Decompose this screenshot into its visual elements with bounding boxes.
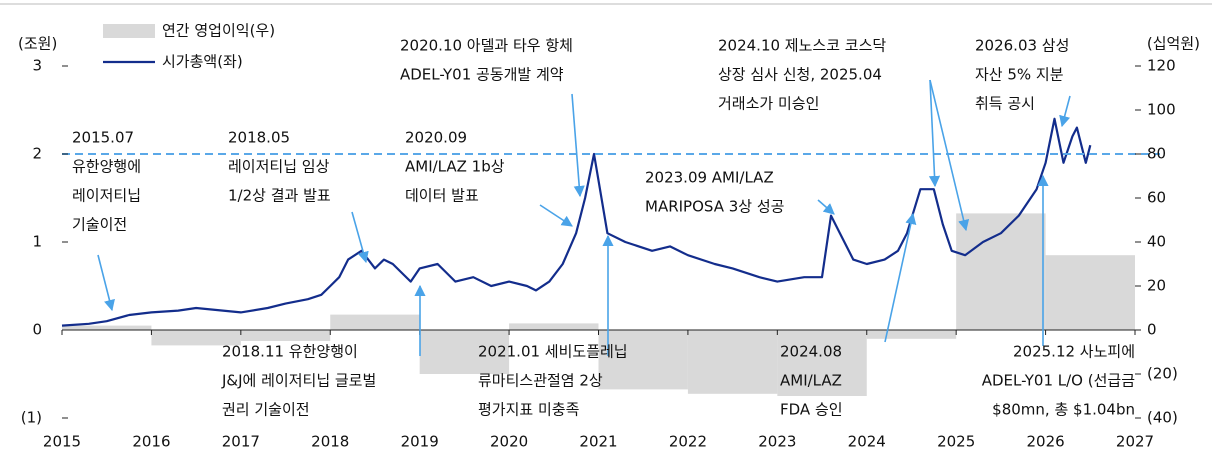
x-tick-label: 2023 <box>758 433 796 451</box>
x-tick-label: 2021 <box>579 433 617 451</box>
bar <box>419 330 510 374</box>
x-tick-label: 2017 <box>222 433 260 451</box>
annotation-text: 1/2상 결과 발표 <box>228 187 331 205</box>
x-tick-label: 2022 <box>669 433 707 451</box>
y2-tick-label: 100 <box>1147 101 1176 119</box>
annotation-text: J&J에 레이저티닙 글로벌 <box>221 372 376 390</box>
legend-label: 연간 영업이익(우) <box>162 22 275 40</box>
bar <box>687 330 778 394</box>
annotation-text: 류마티스관절염 2상 <box>478 372 603 390</box>
annotation-text: AMI/LAZ <box>780 372 842 390</box>
bar <box>509 323 599 330</box>
annotation-text: ADEL-Y01 공동개발 계약 <box>400 66 564 84</box>
annotation-text: 2020.10 아델과 타우 항체 <box>400 37 573 55</box>
annotation-text: 거래소가 미승인 <box>718 95 819 113</box>
annotation-text: 2021.01 세비도플레닙 <box>478 343 628 361</box>
x-tick-label: 2027 <box>1116 433 1154 451</box>
y2-tick-label: (20) <box>1147 365 1178 383</box>
x-tick-label: 2016 <box>132 433 170 451</box>
x-tick-label: 2020 <box>490 433 528 451</box>
y2-tick-label: 60 <box>1147 189 1166 207</box>
line <box>61 117 1092 327</box>
bar <box>1045 255 1135 330</box>
bar <box>151 330 241 346</box>
y-tick-label: 0 <box>32 321 42 339</box>
annotation-text: 데이터 발표 <box>405 187 479 205</box>
legend-label: 시가총액(좌) <box>162 53 243 71</box>
annotation-text: MARIPOSA 3상 성공 <box>645 198 784 216</box>
y2-tick-label: 0 <box>1147 321 1157 339</box>
x-tick-label: 2024 <box>848 433 886 451</box>
annotation-text: 레이저티닙 <box>72 187 141 205</box>
annotation-text: 2015.07 <box>72 129 134 147</box>
annotation-text: AMI/LAZ 1b상 <box>405 158 505 176</box>
legend-swatch <box>103 24 155 38</box>
y-tick-label: 3 <box>32 57 42 75</box>
annotation-text: 권리 기술이전 <box>222 401 310 419</box>
annotation-text: 평가지표 미충족 <box>478 401 580 419</box>
annotation-arrow <box>539 204 573 227</box>
bar <box>330 314 420 330</box>
annotation-arrow <box>571 93 585 198</box>
bar <box>598 330 688 390</box>
bar <box>62 325 152 330</box>
annotation-arrow <box>351 211 369 264</box>
y2-tick-label: 40 <box>1147 233 1166 251</box>
x-tick-label: 2018 <box>311 433 349 451</box>
x-tick-label: 2019 <box>401 433 439 451</box>
annotation-text: 자산 5% 지분 <box>975 66 1064 84</box>
annotation-text: 2025.12 사노피에 <box>1013 343 1135 361</box>
annotation-text: 2023.09 AMI/LAZ <box>645 169 774 187</box>
annotation-text: 유한양행에 <box>72 158 141 176</box>
y-tick-label: (1) <box>21 409 42 427</box>
bar <box>777 330 867 396</box>
bar <box>956 213 1046 330</box>
x-tick-label: 2025 <box>937 433 975 451</box>
annotation-text: 기술이전 <box>72 216 127 234</box>
y2-tick-label: 20 <box>1147 277 1166 295</box>
y-tick-label: 2 <box>32 145 42 163</box>
annotation-arrow <box>884 212 917 343</box>
annotation-arrow <box>929 79 970 232</box>
annotation-text: 2024.08 <box>780 343 842 361</box>
y2-unit: (십억원) <box>1147 35 1200 53</box>
annotation-text: 2026.03 삼성 <box>975 37 1069 55</box>
bar <box>866 330 957 339</box>
annotation-arrow <box>97 254 115 312</box>
bar <box>240 330 331 341</box>
annotation-arrow <box>928 79 941 188</box>
y2-tick-label: 80 <box>1147 145 1166 163</box>
x-tick-label: 2026 <box>1026 433 1064 451</box>
y-tick-label: 1 <box>32 233 42 251</box>
y-unit: (조원) <box>18 35 57 53</box>
annotation-arrow <box>1059 95 1071 128</box>
annotation-text: FDA 승인 <box>780 401 843 419</box>
annotation-text: 레이저티닙 임상 <box>228 158 330 176</box>
annotation-text: 2024.10 제노스코 코스닥 <box>718 37 886 55</box>
annotation-text: ADEL-Y01 L/O (선급금 <box>982 372 1135 390</box>
annotation-text: 취득 공시 <box>975 95 1035 113</box>
annotation-text: 2018.11 유한양행이 <box>222 343 358 361</box>
y2-tick-label: 120 <box>1147 57 1176 75</box>
annotation-text: $80mn, 총 $1.04bn <box>992 401 1135 419</box>
x-tick-label: 2015 <box>43 433 81 451</box>
annotation-text: 2020.09 <box>405 129 467 147</box>
y2-tick-label: (40) <box>1147 409 1178 427</box>
annotation-text: 2018.05 <box>228 129 290 147</box>
annotation-arrow <box>817 199 835 215</box>
annotation-text: 상장 심사 신청, 2025.04 <box>718 66 882 84</box>
